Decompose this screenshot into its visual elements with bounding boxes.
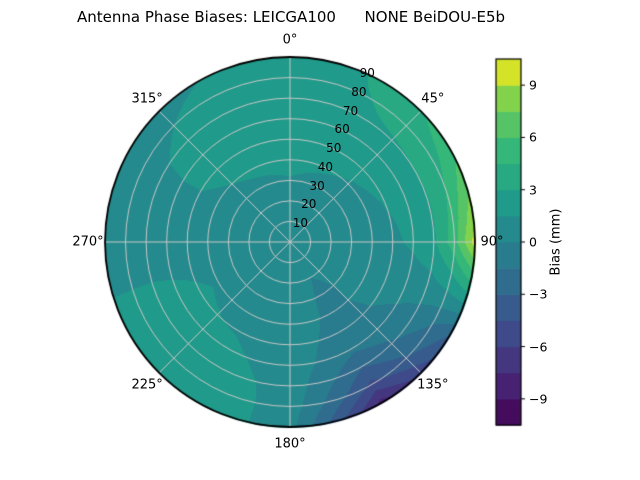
colorbar-tick-label: −3 xyxy=(529,286,548,302)
colorbar-axis-label: Bias (mm) xyxy=(548,208,564,276)
azimuth-tick-label: 90° xyxy=(480,234,504,250)
azimuth-tick-label: 0° xyxy=(282,32,298,48)
radial-tick-label: 10 xyxy=(292,216,308,231)
colorbar-tick-label: 6 xyxy=(529,129,537,145)
radial-tick-label: 50 xyxy=(326,141,342,156)
azimuth-tick-label: 180° xyxy=(274,436,306,452)
colorbar-tick-label: −6 xyxy=(529,339,548,355)
radial-tick-label: 30 xyxy=(309,178,325,193)
radial-tick-label: 60 xyxy=(334,122,350,137)
colorbar-tick-label: 3 xyxy=(529,182,537,198)
azimuth-tick-label: 315° xyxy=(131,91,163,107)
colorbar-tick-label: 0 xyxy=(529,234,537,250)
colorbar-tick-label: −9 xyxy=(529,391,548,407)
azimuth-tick-label: 270° xyxy=(72,234,104,250)
colorbar-tick-label: 9 xyxy=(529,77,537,93)
azimuth-tick-label: 135° xyxy=(417,377,449,393)
radial-tick-label: 40 xyxy=(317,159,334,174)
radial-tick-label: 20 xyxy=(301,197,317,212)
radial-tick-label: 90 xyxy=(359,65,375,80)
radial-tick-label: 80 xyxy=(351,84,367,99)
azimuth-tick-label: 225° xyxy=(131,377,163,393)
radial-tick-label: 70 xyxy=(342,103,359,118)
azimuth-tick-label: 45° xyxy=(421,91,445,107)
chart-title: Antenna Phase Biases: LEICGA100 NONE Bei… xyxy=(76,8,506,26)
